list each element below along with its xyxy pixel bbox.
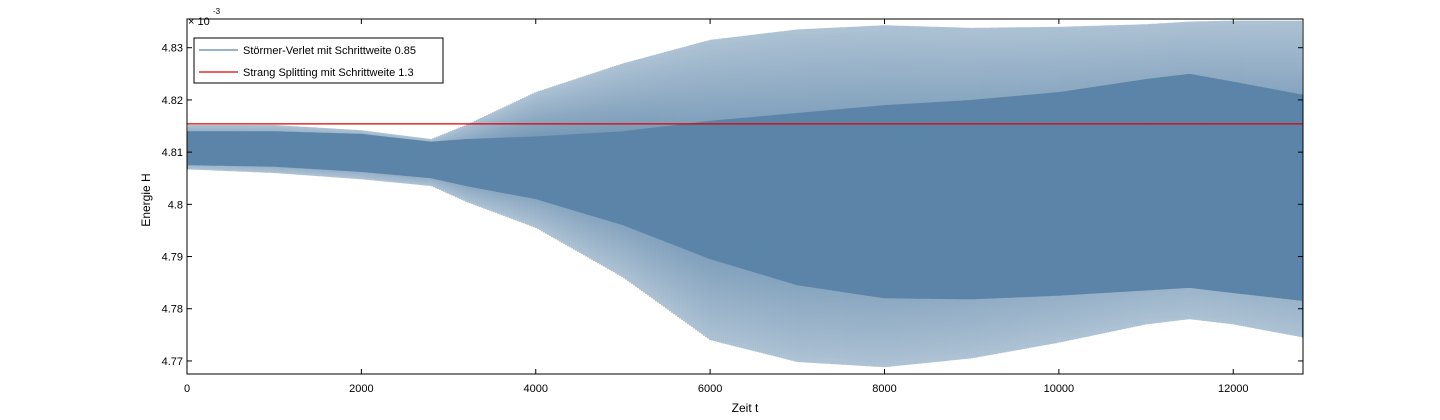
- x-tick-label: 8000: [872, 383, 896, 395]
- y-tick-label: 4.8: [168, 199, 183, 211]
- legend-label-strang-splitting: Strang Splitting mit Schrittweite 1.3: [243, 67, 414, 79]
- x-tick-label: 12000: [1218, 383, 1249, 395]
- stoermer-verlet-line: [187, 20, 1303, 368]
- x-tick-label: 6000: [698, 383, 722, 395]
- x-tick-label: 4000: [524, 383, 548, 395]
- y-tick-label: 4.81: [162, 147, 183, 159]
- y-tick-label: 4.82: [162, 95, 183, 107]
- y-tick-label: 4.79: [162, 252, 183, 264]
- x-tick-label: 10000: [1044, 383, 1075, 395]
- y-tick-label: 4.83: [162, 43, 183, 55]
- legend: Störmer-Verlet mit Schrittweite 0.85 Str…: [193, 37, 444, 84]
- x-tick-label: 2000: [349, 383, 373, 395]
- y-tick-label: 4.78: [162, 304, 183, 316]
- x-axis-label: Zeit t: [732, 401, 759, 415]
- x-tick-label: 0: [184, 383, 190, 395]
- y-axis-label: Energie H: [139, 173, 153, 226]
- y-scale-exponent: -3: [213, 7, 221, 16]
- legend-label-stoermer-verlet: Störmer-Verlet mit Schrittweite 0.85: [243, 45, 416, 57]
- y-tick-label: 4.77: [162, 356, 183, 368]
- axes-frame: [186, 18, 1304, 375]
- legend-box: [193, 37, 444, 84]
- y-scale-label: × 10: [188, 16, 210, 28]
